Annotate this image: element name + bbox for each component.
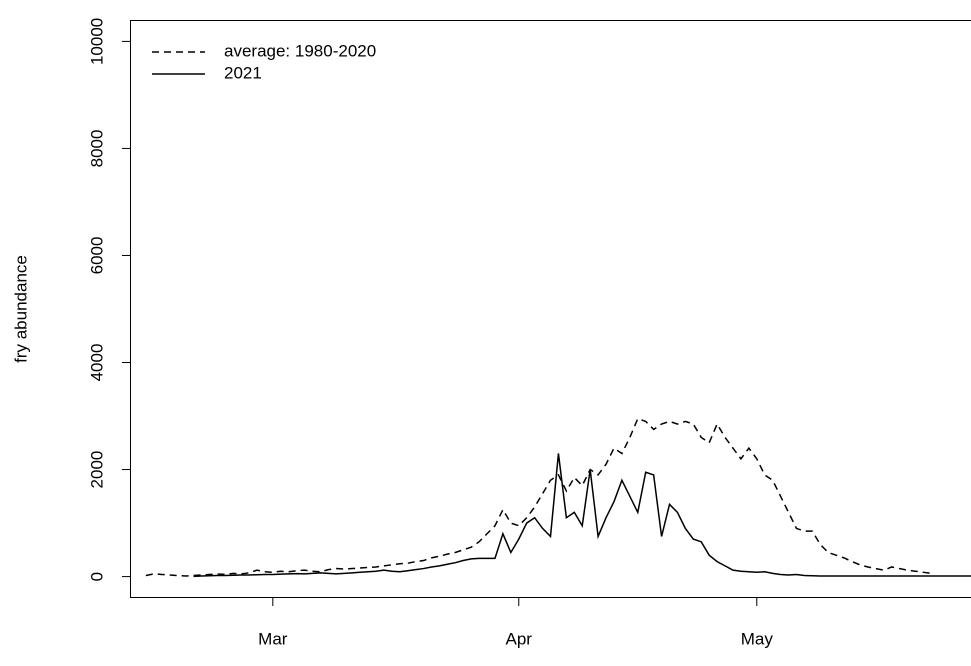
x-tick-label: May bbox=[741, 629, 774, 648]
x-tick-label: Apr bbox=[506, 629, 533, 648]
y-tick-label: 8000 bbox=[87, 130, 106, 168]
y-tick-label: 10000 bbox=[87, 18, 106, 65]
y-axis-label: fry abundance bbox=[11, 255, 30, 363]
legend-label: 2021 bbox=[224, 63, 262, 82]
data-line bbox=[193, 453, 971, 578]
legend-label: average: 1980-2020 bbox=[224, 41, 376, 60]
plot-lines bbox=[145, 417, 971, 578]
y-tick-label: 6000 bbox=[87, 237, 106, 275]
plot-box bbox=[130, 20, 971, 598]
y-tick-label: 2000 bbox=[87, 451, 106, 489]
y-tick-label: 4000 bbox=[87, 344, 106, 382]
y-tick-label: 0 bbox=[87, 572, 106, 581]
x-tick-label: Mar bbox=[258, 629, 288, 648]
data-line bbox=[145, 417, 932, 577]
